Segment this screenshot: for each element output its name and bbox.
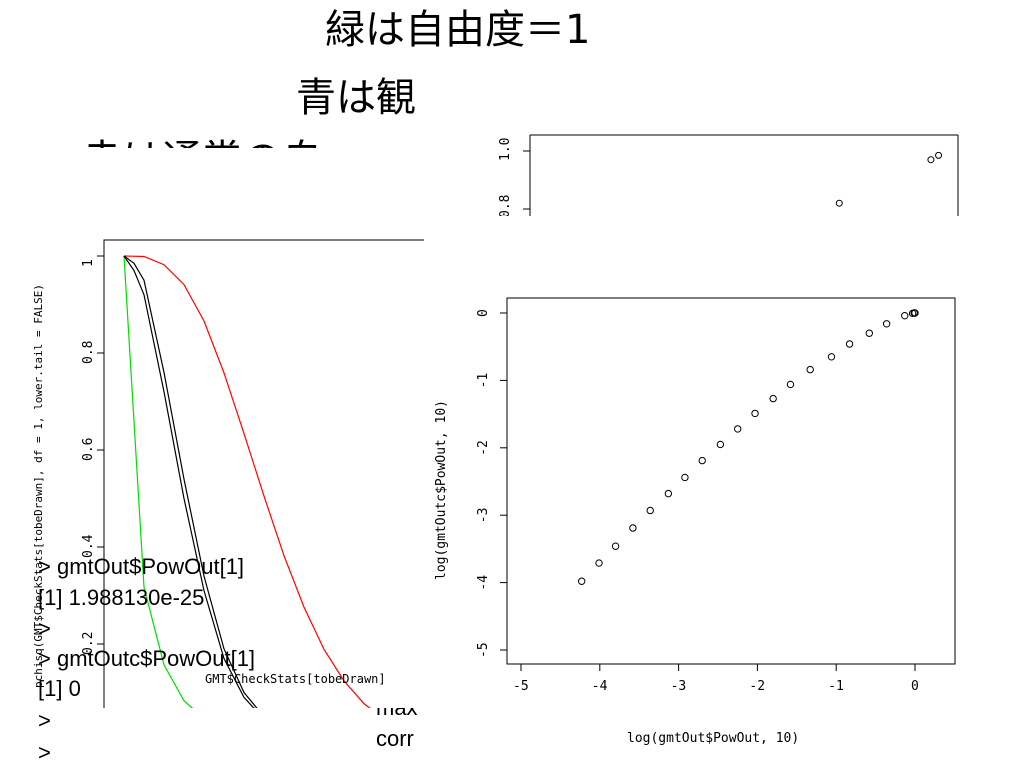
top-scatter-plot: 1.0 0.8	[480, 125, 960, 216]
data-point	[835, 199, 843, 207]
y-tick-label: 0.4	[81, 534, 96, 558]
console-line6: >	[38, 708, 51, 733]
data-point	[664, 489, 673, 498]
data-point	[681, 473, 689, 482]
data-point	[865, 329, 873, 337]
data-point	[716, 440, 725, 449]
data-point	[806, 365, 814, 374]
y-tick-label: -2	[476, 440, 491, 456]
series-line-black	[123, 255, 255, 708]
y-tick-label: 0.8	[81, 341, 96, 364]
plot-frame	[506, 297, 956, 665]
series-line-green	[123, 255, 193, 708]
y-tick-label: 1.0	[498, 138, 513, 161]
data-point	[698, 456, 706, 465]
y-tick-label: 0	[476, 309, 491, 317]
y-tick-label: -4	[476, 575, 491, 591]
x-tick-label: -5	[513, 679, 529, 694]
data-point	[935, 151, 943, 159]
series-line-black	[123, 255, 258, 708]
data-point	[927, 156, 935, 164]
console-line3: >	[38, 616, 51, 641]
y-tick-label: 0.8	[498, 195, 513, 216]
log-scatter-plot: -5 -4 -3 -2 -1 0 0 -1 -2 -3 -4 -5 log(gmtOut$PowOut…	[425, 250, 985, 760]
data-point	[901, 311, 909, 320]
console-line7: >	[38, 740, 51, 765]
data-point	[882, 320, 891, 328]
console-line5: [1] 0	[38, 676, 81, 701]
y-tick-label: 1	[81, 259, 96, 267]
data-point	[845, 340, 854, 348]
data-point	[769, 394, 777, 403]
data-point	[827, 353, 836, 361]
data-point	[751, 409, 759, 418]
data-point	[629, 524, 637, 532]
y-axis-label: log(gmtOutc$PowOut, 10)	[434, 400, 449, 580]
data-point	[611, 542, 620, 550]
y-axis-label: pchisq(GMT$CheckStats[tobeDrawn], df = 1…	[32, 284, 45, 688]
log-scatter-svg: -5 -4 -3 -2 -1 0 0 -1 -2 -3 -4 -5 log(gmtOut$PowOut…	[434, 297, 956, 746]
data-point	[595, 559, 603, 567]
x-axis-label: GMT$CheckStats[tobeDrawn]	[205, 672, 386, 686]
console-right-corr: corr	[376, 726, 414, 751]
x-axis-label: log(gmtOut$PowOut, 10)	[627, 731, 799, 746]
y-tick-label: -5	[476, 642, 491, 658]
data-point	[646, 506, 654, 515]
console-line2: [1] 1.988130e-25	[38, 585, 205, 610]
x-tick-label: -4	[592, 679, 608, 694]
data-point	[911, 309, 919, 317]
y-tick-label: -1	[476, 373, 491, 389]
chisq-curves-svg: 0510150.20.40.60.81 GMT$CheckStats[tobeD…	[32, 239, 424, 708]
series-line-red	[123, 255, 371, 708]
title-line2: 青は観	[296, 75, 416, 121]
data-point	[734, 425, 742, 433]
console-line1: > gmtOut$PowOut[1]	[38, 554, 245, 579]
top-scatter-svg: 1.0 0.8	[498, 134, 959, 216]
data-point	[577, 577, 586, 585]
x-tick-label: 0	[911, 679, 919, 694]
x-tick-label: -1	[828, 679, 844, 694]
title-line1: 緑は自由度＝1	[325, 7, 591, 53]
chisq-curves-plot: 0510150.20.40.60.81 GMT$CheckStats[tobeD…	[20, 148, 424, 708]
data-point	[786, 380, 795, 389]
console-line4: > gmtOutc$PowOut[1]	[38, 646, 256, 671]
y-tick-label: 0.2	[81, 632, 96, 655]
y-tick-label: -3	[476, 508, 491, 524]
x-tick-label: -2	[749, 679, 765, 694]
plot-frame	[103, 239, 424, 708]
x-tick-label: -3	[671, 679, 687, 694]
y-tick-label: 0.6	[81, 438, 96, 461]
